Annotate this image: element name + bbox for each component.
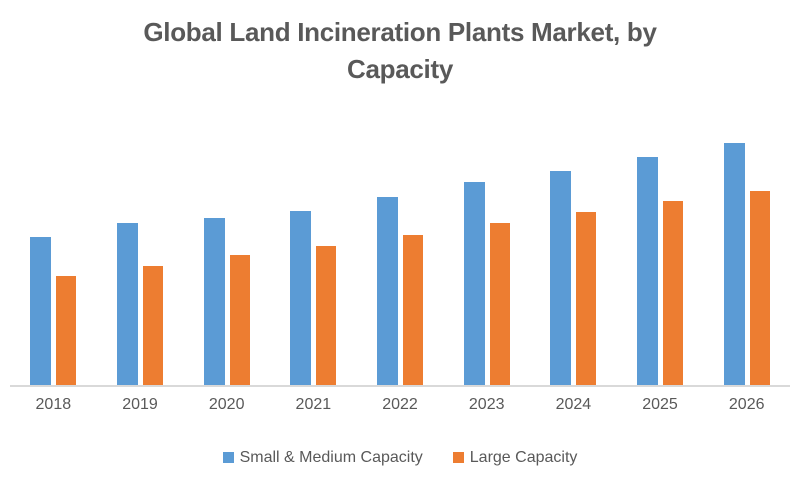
bar-large-capacity-2026 (749, 191, 770, 385)
bar-small-medium-capacity-2020 (203, 218, 225, 385)
legend: Small & Medium Capacity Large Capacity (0, 448, 800, 467)
bar-group-2025 (617, 125, 704, 385)
bar-small-medium-capacity-2025 (637, 157, 659, 385)
bar-large-capacity-2024 (576, 212, 597, 385)
legend-swatch-icon-small-medium-capacity (222, 452, 234, 463)
bar-large-capacity-2023 (489, 223, 510, 385)
x-axis-label-2020: 2020 (208, 396, 245, 413)
bar-group-2022 (357, 125, 444, 385)
x-axis-label-2023: 2023 (468, 396, 505, 413)
bar-large-capacity-2019 (143, 266, 163, 385)
legend-label-small-medium-capacity: Small & Medium Capacity (239, 449, 423, 466)
chart-title: Global Land Incineration Plants Market, … (0, 14, 800, 88)
bar-small-medium-capacity-2024 (550, 171, 572, 385)
x-axis-label-2022: 2022 (382, 396, 418, 413)
bar-small-medium-capacity-2026 (723, 143, 745, 385)
bar-large-capacity-2021 (316, 246, 337, 385)
bar-group-2020 (183, 125, 270, 385)
bar-group-2021 (270, 125, 357, 385)
x-axis-label-2018: 2018 (35, 396, 72, 413)
chart-title-line-1: Global Land Incineration Plants Market, … (143, 17, 657, 47)
x-axis-label-2024: 2024 (555, 396, 592, 413)
x-axis-label-2021: 2021 (295, 396, 332, 413)
bar-group-2019 (97, 125, 184, 385)
bar-group-2018 (10, 125, 97, 385)
bar-small-medium-capacity-2021 (290, 211, 312, 385)
bar-large-capacity-2025 (663, 201, 684, 385)
legend-entry-small-medium-capacity: Small & Medium Capacity (222, 448, 423, 467)
plot-area (10, 125, 790, 387)
legend-entry-large-capacity: Large Capacity (452, 448, 578, 467)
bar-large-capacity-2022 (403, 235, 424, 385)
bar-small-medium-capacity-2018 (30, 237, 52, 385)
bar-large-capacity-2020 (229, 255, 250, 385)
bar-group-2026 (703, 125, 790, 385)
x-axis-label-2026: 2026 (728, 396, 765, 413)
legend-swatch-icon-large-capacity (452, 452, 464, 463)
legend-label-large-capacity: Large Capacity (469, 449, 578, 466)
bar-group-2024 (530, 125, 617, 385)
chart-title-line-2: Capacity (347, 54, 453, 84)
bar-small-medium-capacity-2023 (463, 182, 485, 385)
x-axis-label-2019: 2019 (122, 396, 158, 413)
x-axis-label-2025: 2025 (642, 396, 678, 413)
x-axis-labels: 2018 2019 2020 2021 2022 2023 2024 2025 2026 (10, 395, 790, 415)
bar-large-capacity-2018 (56, 276, 77, 385)
bar-small-medium-capacity-2022 (377, 197, 399, 385)
bar-small-medium-capacity-2019 (117, 223, 138, 385)
bar-group-2023 (443, 125, 530, 385)
